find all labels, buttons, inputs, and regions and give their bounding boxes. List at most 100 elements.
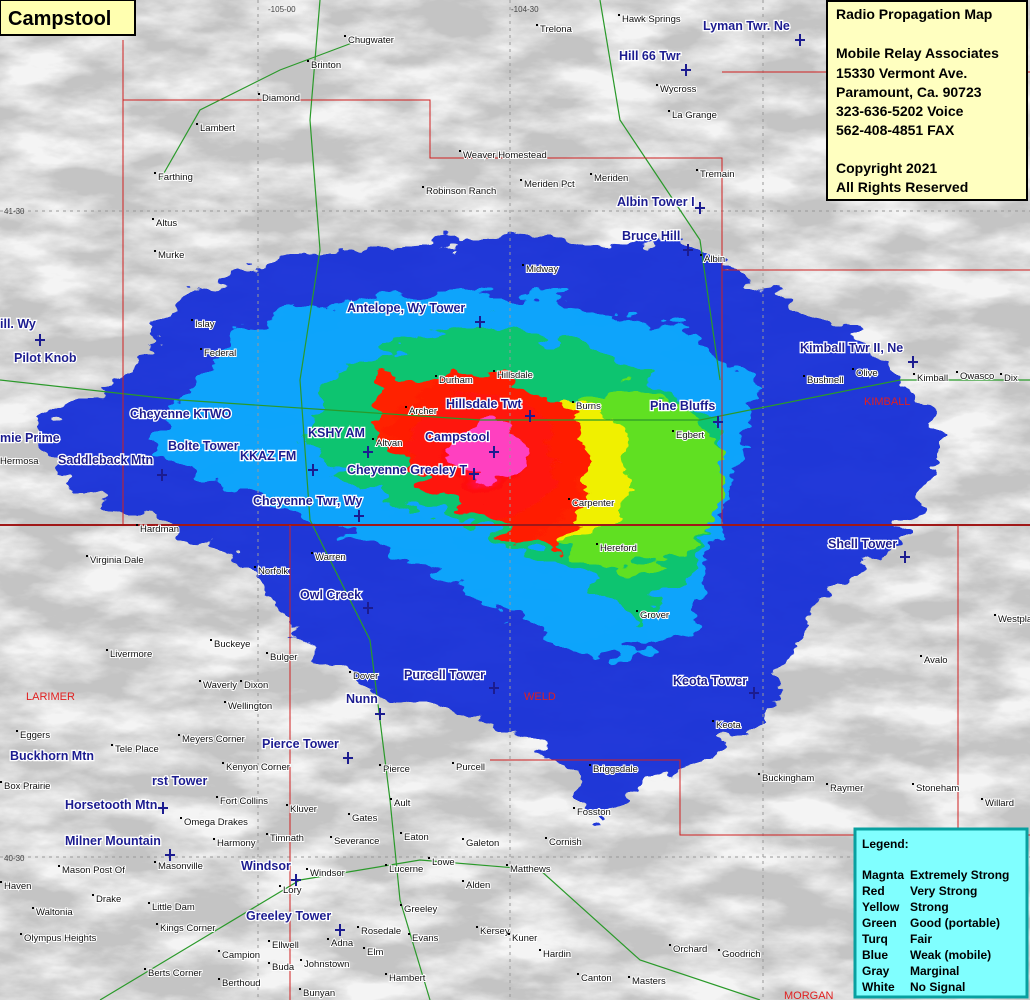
place-dot bbox=[712, 720, 714, 722]
place-dot bbox=[508, 933, 510, 935]
place-dot bbox=[462, 880, 464, 882]
place-label: Westplains bbox=[998, 614, 1030, 625]
place-label: Tele Place bbox=[115, 744, 159, 755]
place-dot bbox=[258, 93, 260, 95]
place-label: Johnstown bbox=[304, 959, 349, 970]
place-label: Chugwater bbox=[348, 35, 394, 46]
place-label: Berthoud bbox=[222, 978, 261, 989]
place-label: Olympus Heights bbox=[24, 933, 97, 944]
place-dot bbox=[390, 798, 392, 800]
place-label: Robinson Ranch bbox=[426, 186, 496, 197]
place-dot bbox=[435, 375, 437, 377]
place-label: Dixon bbox=[244, 680, 268, 691]
place-dot bbox=[218, 978, 220, 980]
place-label: Keota bbox=[716, 720, 742, 731]
place-dot bbox=[222, 762, 224, 764]
tower-marker bbox=[900, 551, 910, 563]
place-dot bbox=[306, 868, 308, 870]
tower-marker bbox=[749, 687, 759, 699]
legend-meaning: No Signal bbox=[910, 980, 965, 994]
county-label: KIMBALL bbox=[864, 396, 910, 408]
legend-meaning: Weak (mobile) bbox=[910, 948, 991, 962]
tower-label: Campstool bbox=[425, 430, 490, 444]
place-dot bbox=[539, 949, 541, 951]
legend-color: Turq bbox=[862, 932, 888, 946]
place-dot bbox=[111, 744, 113, 746]
tower-label: Keota Tower bbox=[673, 674, 747, 688]
place-dot bbox=[920, 655, 922, 657]
tower-label: Cheyenne Twr, Wy bbox=[253, 494, 362, 508]
place-label: Timnath bbox=[270, 833, 304, 844]
place-dot bbox=[224, 701, 226, 703]
place-dot bbox=[148, 902, 150, 904]
legend-meaning: Good (portable) bbox=[910, 916, 1000, 930]
place-dot bbox=[568, 498, 570, 500]
place-dot bbox=[357, 926, 359, 928]
place-dot bbox=[32, 907, 34, 909]
info-box bbox=[826, 0, 1028, 201]
place-label: Little Dam bbox=[152, 902, 195, 913]
place-dot bbox=[144, 968, 146, 970]
place-dot bbox=[405, 406, 407, 408]
tower-marker bbox=[695, 202, 705, 214]
place-label: Wycross bbox=[660, 84, 697, 95]
place-dot bbox=[154, 172, 156, 174]
info-line: 15330 Vermont Ave. bbox=[836, 65, 967, 81]
legend-meaning: Fair bbox=[910, 932, 932, 946]
place-label: Willard bbox=[985, 798, 1014, 809]
place-label: Kenyon Corner bbox=[226, 762, 290, 773]
place-dot bbox=[545, 837, 547, 839]
place-label: Trelona bbox=[540, 24, 573, 35]
place-label: Waltonia bbox=[36, 907, 73, 918]
place-label: Archer bbox=[409, 406, 437, 417]
title-box bbox=[0, 0, 136, 36]
place-label: Fort Collins bbox=[220, 796, 268, 807]
tower-marker bbox=[343, 752, 353, 764]
place-label: Tremain bbox=[700, 169, 735, 180]
tower-marker bbox=[908, 356, 918, 368]
place-label: Warren bbox=[315, 552, 346, 563]
place-dot bbox=[672, 430, 674, 432]
place-dot bbox=[92, 894, 94, 896]
place-dot bbox=[180, 817, 182, 819]
place-label: Galeton bbox=[466, 838, 499, 849]
tower-label: Milner Mountain bbox=[65, 834, 161, 848]
place-label: Virginia Dale bbox=[90, 555, 144, 566]
place-dot bbox=[213, 838, 215, 840]
info-line: Mobile Relay Associates bbox=[836, 45, 999, 61]
tower-label: Antelope, Wy Tower bbox=[347, 301, 465, 315]
place-label: Olive bbox=[856, 368, 878, 379]
place-label: Harmony bbox=[217, 838, 256, 849]
place-label: Brinton bbox=[311, 60, 341, 71]
place-label: Gates bbox=[352, 813, 378, 824]
info-line: Paramount, Ca. 90723 bbox=[836, 84, 982, 100]
place-dot bbox=[20, 933, 22, 935]
place-dot bbox=[379, 764, 381, 766]
place-dot bbox=[385, 864, 387, 866]
place-label: Omega Drakes bbox=[184, 817, 248, 828]
place-dot bbox=[0, 781, 2, 783]
map-title: Campstool bbox=[8, 8, 111, 30]
place-dot bbox=[299, 988, 301, 990]
place-label: Hambert bbox=[389, 973, 426, 984]
place-label: Burns bbox=[576, 401, 601, 412]
place-label: Buda bbox=[272, 962, 295, 973]
tower-label: Purcell Tower bbox=[404, 668, 485, 682]
place-label: Purcell bbox=[456, 762, 485, 773]
place-label: Avalo bbox=[924, 655, 948, 666]
place-label: Grover bbox=[640, 610, 669, 621]
place-dot bbox=[590, 173, 592, 175]
place-dot bbox=[493, 370, 495, 372]
place-label: Weaver Homestead bbox=[463, 150, 547, 161]
place-dot bbox=[462, 838, 464, 840]
place-label: Lucerne bbox=[389, 864, 423, 875]
info-line: 323-636-5202 Voice bbox=[836, 103, 964, 119]
place-dot bbox=[400, 904, 402, 906]
place-label: Box Prairie bbox=[4, 781, 50, 792]
place-dot bbox=[286, 804, 288, 806]
legend-color: Yellow bbox=[862, 900, 900, 914]
place-dot bbox=[307, 60, 309, 62]
place-dot bbox=[636, 610, 638, 612]
county-lines bbox=[0, 40, 1030, 1000]
